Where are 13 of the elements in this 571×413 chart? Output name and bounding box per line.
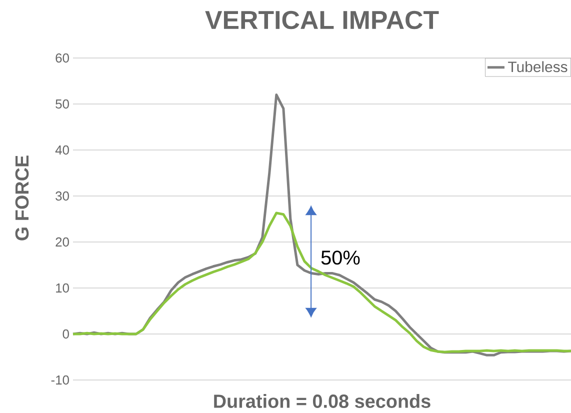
- y-tick-label: 40: [55, 145, 69, 155]
- annotation: 50%: [321, 250, 360, 265]
- y-tick-label: -10: [51, 375, 69, 385]
- y-tick-label: 20: [56, 237, 69, 247]
- y-tick-label: 10: [56, 283, 69, 293]
- y-tick-label: 0: [62, 329, 69, 339]
- legend-label: Tubeless: [508, 61, 568, 72]
- chart-title: VERTICAL IMPACT: [205, 10, 439, 30]
- x-axis-title: Duration = 0.08 seconds: [214, 394, 430, 408]
- y-axis-title: G FORCE: [15, 156, 29, 240]
- y-tick-label: 50: [56, 99, 69, 109]
- y-tick-label: 30: [56, 191, 69, 201]
- y-tick-label: 60: [56, 53, 69, 63]
